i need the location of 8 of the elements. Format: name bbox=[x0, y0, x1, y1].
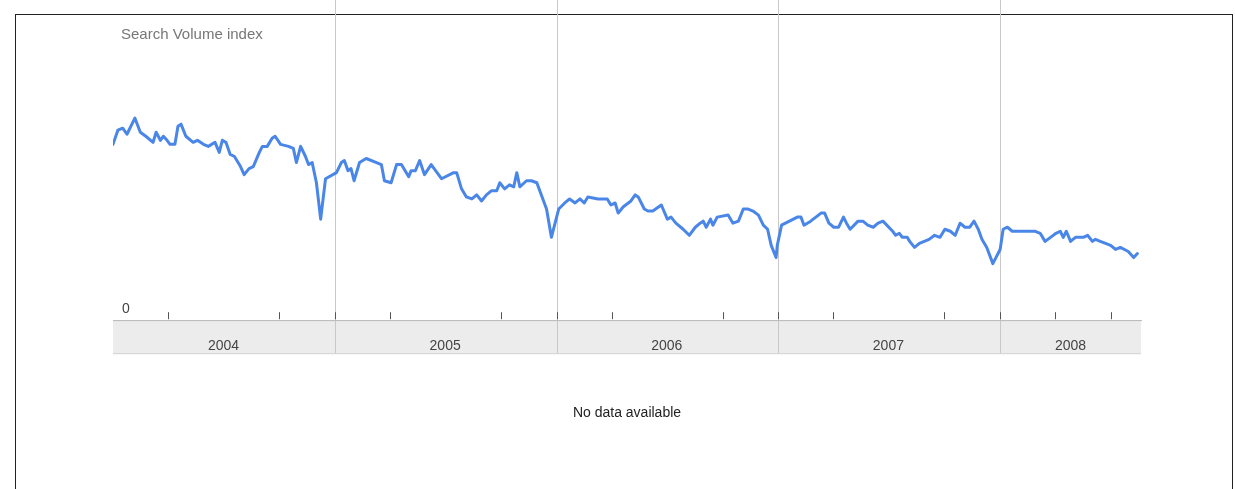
annotation: 0 bbox=[122, 300, 130, 317]
x-tick-label: 2006 bbox=[651, 337, 683, 354]
x-tick-label: 2005 bbox=[429, 337, 461, 354]
chart-title: Search Volume index bbox=[121, 25, 264, 43]
x-tick-label: 2008 bbox=[1054, 337, 1087, 354]
x-tick-label: 2007 bbox=[872, 337, 905, 354]
text: No data available bbox=[572, 404, 682, 421]
x-tick-label: 2004 bbox=[207, 337, 240, 354]
